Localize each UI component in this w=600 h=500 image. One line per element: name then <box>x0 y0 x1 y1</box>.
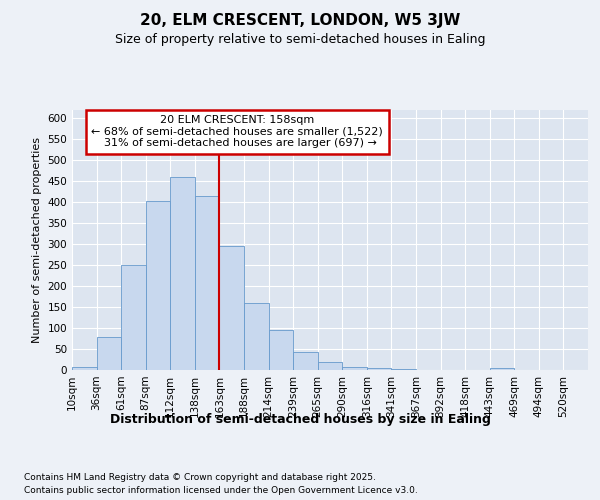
Bar <box>72 366 97 370</box>
Text: Distribution of semi-detached houses by size in Ealing: Distribution of semi-detached houses by … <box>110 412 490 426</box>
Bar <box>170 177 195 370</box>
Bar <box>269 330 293 370</box>
Bar <box>97 338 121 370</box>
Text: 20, ELM CRESCENT, LONDON, W5 3JW: 20, ELM CRESCENT, LONDON, W5 3JW <box>140 12 460 28</box>
Bar <box>220 246 244 370</box>
Bar <box>146 201 170 370</box>
Bar <box>293 352 318 370</box>
Text: 20 ELM CRESCENT: 158sqm
← 68% of semi-detached houses are smaller (1,522)
  31% : 20 ELM CRESCENT: 158sqm ← 68% of semi-de… <box>91 115 383 148</box>
Text: Size of property relative to semi-detached houses in Ealing: Size of property relative to semi-detach… <box>115 32 485 46</box>
Text: Contains HM Land Registry data © Crown copyright and database right 2025.: Contains HM Land Registry data © Crown c… <box>24 472 376 482</box>
Y-axis label: Number of semi-detached properties: Number of semi-detached properties <box>32 137 42 343</box>
Bar <box>490 368 514 370</box>
Text: Contains public sector information licensed under the Open Government Licence v3: Contains public sector information licen… <box>24 486 418 495</box>
Bar <box>121 265 146 370</box>
Bar <box>342 368 367 370</box>
Bar <box>244 303 269 370</box>
Bar <box>367 368 391 370</box>
Bar <box>318 362 342 370</box>
Bar <box>391 369 416 370</box>
Bar <box>195 196 220 370</box>
